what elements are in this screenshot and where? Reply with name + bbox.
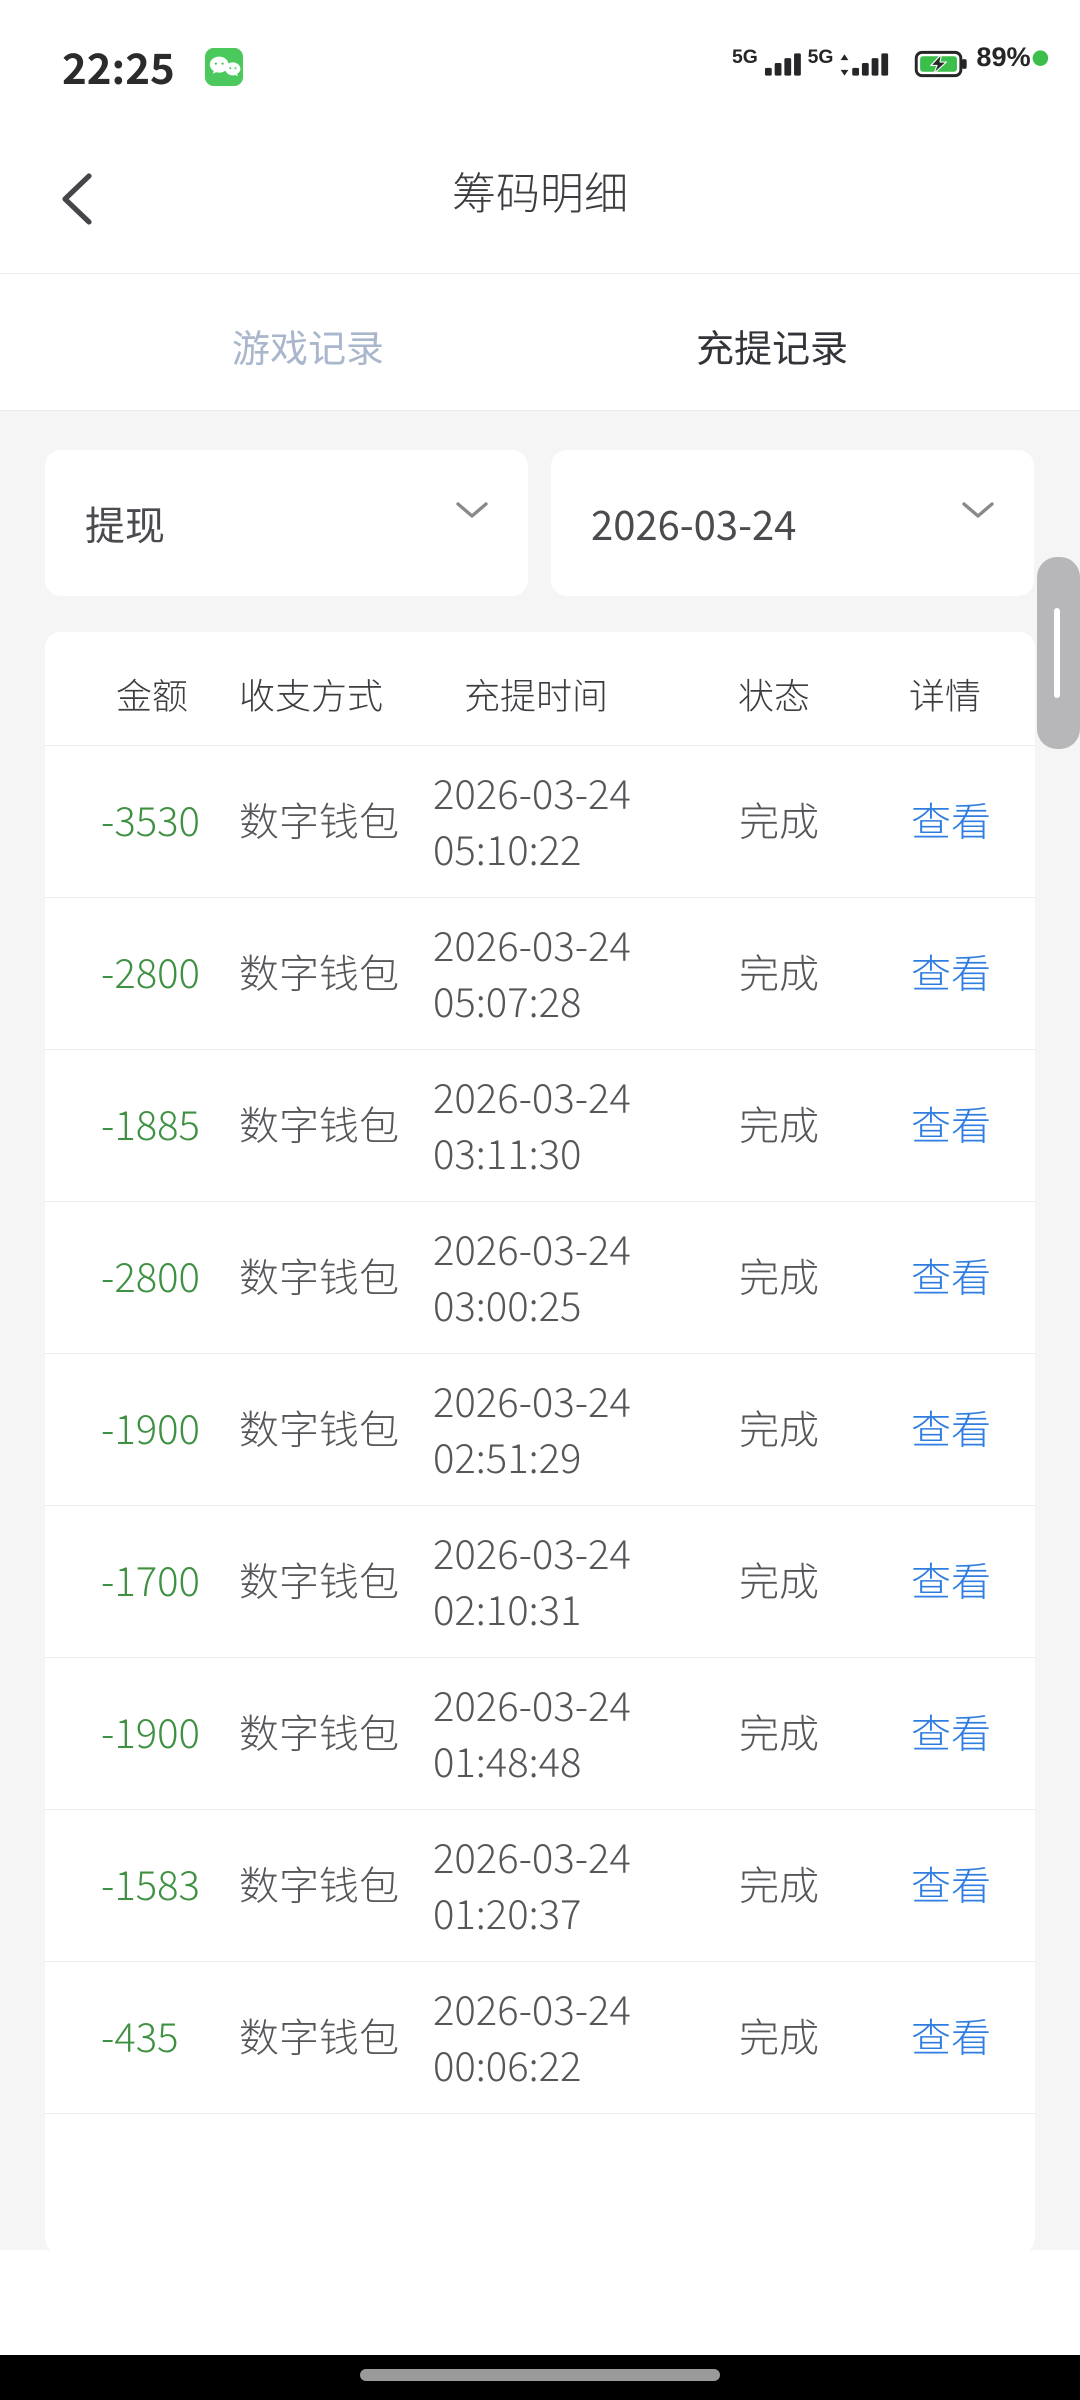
svg-text:5G: 5G bbox=[732, 46, 758, 68]
svg-text:5G: 5G bbox=[808, 46, 834, 68]
svg-text:89%: 89% bbox=[976, 44, 1030, 72]
